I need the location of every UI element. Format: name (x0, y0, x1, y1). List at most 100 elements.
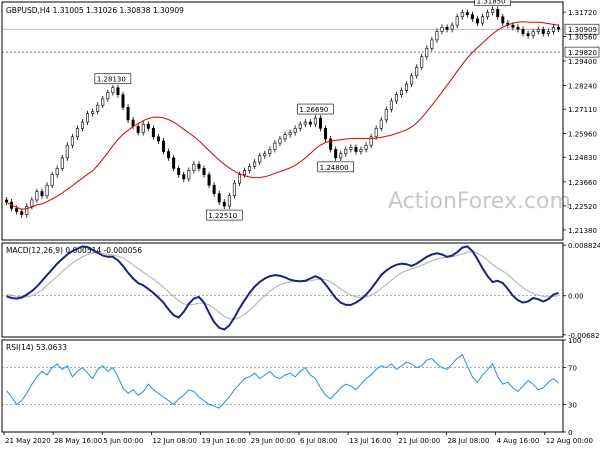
candle-body (521, 29, 525, 34)
candle-body (349, 147, 353, 150)
candle-body (45, 184, 49, 197)
candle-body (217, 193, 221, 203)
candle-body (318, 117, 322, 129)
x-tick-label: 21 Jul 00:00 (398, 437, 440, 445)
candle-body (491, 9, 495, 13)
candle-body (25, 206, 29, 216)
price-tick-label: 1.30560 (568, 34, 597, 42)
candle-body (192, 163, 196, 171)
price-annotation-box (297, 103, 334, 115)
macd-panel-frame (1, 242, 564, 338)
candle-body (465, 12, 469, 15)
candle-body (369, 136, 373, 146)
candle-body (187, 170, 191, 180)
candle-body (475, 18, 479, 24)
candle-body (334, 149, 338, 159)
candle-body (243, 170, 247, 176)
current-price-badge-box (564, 23, 600, 35)
candle-body (248, 165, 252, 171)
candle-body (202, 168, 206, 176)
price-annotation-box (94, 73, 132, 85)
candle-body (511, 24, 515, 28)
candle-body (55, 168, 59, 176)
candle-body (399, 90, 403, 95)
x-tick-label: 21 May 2020 (5, 437, 51, 445)
x-tick-label: 5 Jun 00:00 (103, 437, 143, 445)
candle-body (126, 107, 130, 121)
price-annotation-box (474, 0, 511, 6)
candle-body (50, 174, 54, 186)
candle-body (445, 26, 449, 30)
candle-body (556, 26, 560, 30)
candle-body (30, 199, 34, 207)
candle-body (394, 94, 398, 102)
price-annotation-label: 1.24800 (320, 164, 349, 172)
candle-body (151, 128, 155, 138)
rsi-tick-label: 70 (568, 365, 577, 373)
candle-body (455, 16, 459, 26)
price-tick-label: 1.29400 (568, 58, 597, 66)
price-annotation-box (205, 209, 243, 221)
candle-body (531, 31, 535, 36)
watermark-text: ActionForex.com (388, 189, 571, 214)
rsi-line (6, 353, 559, 409)
x-tick-label: 12 Aug 00:00 (546, 437, 593, 445)
candle-body (288, 132, 292, 135)
candle-body (541, 29, 545, 34)
price-tick-label: 1.27110 (568, 106, 597, 114)
price-tick-label: 1.31720 (568, 9, 597, 17)
current-price-badge: 1.30909 (568, 26, 597, 34)
candle-body (526, 33, 530, 36)
level-price-badge: 1.29820 (568, 49, 597, 57)
candle-body (374, 128, 378, 138)
candle-body (298, 123, 302, 129)
candle-body (470, 14, 474, 20)
price-panel-title: GBPUSD,H4 1.31005 1.31026 1.30838 1.3090… (6, 6, 184, 15)
candle-body (344, 149, 348, 154)
candle-body (551, 26, 555, 32)
candle-body (232, 182, 236, 197)
candle-body (65, 144, 69, 159)
candle-body (430, 39, 434, 49)
candle-body (268, 149, 272, 154)
candle-body (172, 157, 176, 169)
price-panel-frame (1, 1, 564, 241)
candle-body (121, 94, 125, 108)
candle-body (273, 142, 277, 150)
x-tick-label: 12 Jun 08:00 (152, 437, 196, 445)
x-tick-label: 29 Jun 00:00 (251, 437, 295, 445)
candle-body (481, 16, 485, 24)
candle-body (141, 123, 145, 133)
x-tick-label: 4 Aug 16:00 (497, 437, 540, 445)
candle-body (80, 121, 84, 129)
candle-body (91, 111, 95, 114)
candle-body (146, 123, 150, 129)
candle-body (440, 26, 444, 32)
price-tick-label: 1.28240 (568, 82, 597, 90)
candle-body (359, 149, 363, 152)
candle-body (293, 128, 297, 133)
rsi-tick-label: 0 (568, 429, 572, 437)
x-tick-label: 19 Jun 16:00 (202, 437, 246, 445)
candle-body (197, 163, 201, 169)
candle-body (222, 201, 226, 207)
candle-body (60, 157, 64, 169)
candle-body (303, 121, 307, 125)
candle-body (329, 138, 333, 150)
price-tick-label: 1.23660 (568, 179, 597, 187)
candle-body (131, 119, 135, 127)
candle-body (389, 100, 393, 110)
macd-tick-label: 0.008824 (568, 242, 600, 250)
candle-body (5, 199, 9, 203)
candle-body (162, 140, 166, 152)
candle-body (354, 147, 358, 152)
candle-body (212, 184, 216, 194)
candle-body (96, 104, 100, 112)
candle-body (410, 75, 414, 85)
candle-body (425, 48, 429, 58)
price-tick-label: 1.22520 (568, 203, 597, 211)
macd-main-line (6, 245, 559, 331)
x-tick-label: 6 Jul 08:00 (300, 437, 338, 445)
